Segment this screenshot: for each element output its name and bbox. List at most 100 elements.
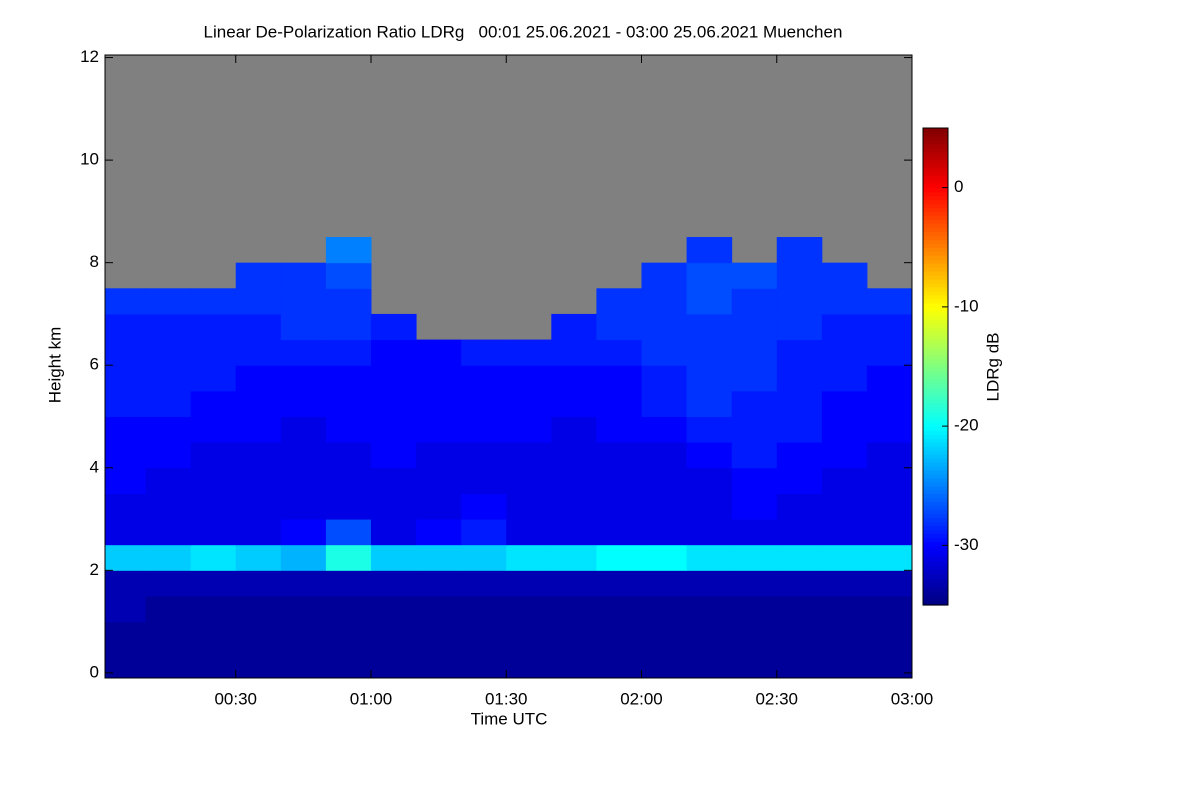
heatmap-cell <box>105 647 147 679</box>
heatmap-cell <box>551 416 597 443</box>
colorbar-segment <box>923 370 948 376</box>
heatmap-cell <box>105 467 147 494</box>
heatmap-cell <box>370 339 417 366</box>
heatmap-cell <box>596 390 642 417</box>
heatmap-cell <box>280 544 327 571</box>
colorbar-segment <box>923 378 948 383</box>
heatmap-cell <box>821 519 868 546</box>
heatmap-cell <box>325 313 372 341</box>
heatmap-cell <box>686 621 733 648</box>
heatmap-cell <box>776 237 823 264</box>
heatmap-cell <box>551 647 597 679</box>
heatmap-cell <box>416 493 462 520</box>
heatmap-cell <box>280 339 327 366</box>
colorbar-segment <box>923 561 948 566</box>
heatmap-cell <box>821 647 868 679</box>
heatmap-cell <box>551 467 597 494</box>
heatmap-cell <box>641 339 688 366</box>
heatmap-cell <box>235 493 282 520</box>
colorbar-segment <box>923 342 948 348</box>
heatmap-cell <box>145 313 192 341</box>
heatmap-cell <box>731 390 778 417</box>
heatmap-cell <box>370 519 417 546</box>
x-tick-label: 01:00 <box>350 689 393 708</box>
heatmap-cell <box>821 339 868 366</box>
heatmap-cell <box>461 467 507 494</box>
colorbar-segment <box>923 382 948 387</box>
colorbar-segment <box>923 509 948 515</box>
colorbar-segment <box>923 139 948 145</box>
heatmap-cell <box>370 467 417 494</box>
colorbar-segment <box>923 557 948 562</box>
colorbar-label: LDRg dB <box>983 333 1002 402</box>
heatmap-cell <box>280 647 327 679</box>
heatmap-cell <box>190 365 237 392</box>
heatmap-cell <box>325 390 372 417</box>
colorbar-segment <box>923 362 948 368</box>
heatmap-cell <box>235 647 282 679</box>
colorbar-segment <box>923 131 948 137</box>
heatmap-cell <box>641 262 688 289</box>
colorbar-segment <box>923 239 948 244</box>
heatmap-cell <box>506 416 552 443</box>
heatmap-cell <box>190 544 237 571</box>
colorbar-segment <box>923 215 948 221</box>
heatmap-cell <box>731 442 778 469</box>
heatmap-cell <box>506 442 552 469</box>
heatmap-cell <box>641 365 688 392</box>
heatmap-cell <box>686 467 733 494</box>
heatmap-cell <box>461 544 507 571</box>
heatmap-cell <box>461 595 507 623</box>
colorbar-segment <box>923 473 948 479</box>
heatmap-cell <box>280 313 327 341</box>
heatmap-cell <box>686 262 733 289</box>
heatmap-cell <box>776 570 823 597</box>
heatmap-cell <box>280 416 327 443</box>
colorbar-tick-label: -30 <box>954 535 979 554</box>
heatmap-cell <box>235 416 282 443</box>
heatmap-cell <box>866 339 913 366</box>
colorbar-segment <box>923 298 948 304</box>
colorbar-segment <box>923 322 948 328</box>
colorbar-segment <box>923 310 948 316</box>
colorbar-segment <box>923 263 948 268</box>
heatmap-cell <box>776 365 823 392</box>
heatmap-cell <box>821 467 868 494</box>
heatmap-cell <box>280 365 327 392</box>
heatmap-cell <box>731 365 778 392</box>
heatmap-cell <box>731 570 778 597</box>
heatmap-cell <box>866 647 913 679</box>
colorbar-segment <box>923 191 948 197</box>
heatmap-cell <box>596 442 642 469</box>
colorbar-segment <box>923 183 948 189</box>
heatmap-cell <box>280 621 327 648</box>
heatmap-cell <box>235 544 282 571</box>
colorbar-segment <box>923 430 948 435</box>
heatmap-cell <box>551 390 597 417</box>
heatmap-cell <box>776 647 823 679</box>
colorbar-segment <box>923 481 948 487</box>
heatmap-cell <box>416 365 462 392</box>
heatmap-cell <box>866 288 913 315</box>
heatmap-cell <box>235 390 282 417</box>
heatmap-cell <box>866 467 913 494</box>
colorbar-segment <box>923 585 948 590</box>
y-axis-label: Height km <box>45 327 64 404</box>
heatmap-cell <box>190 467 237 494</box>
heatmap-cell <box>866 390 913 417</box>
colorbar-segment <box>923 398 948 403</box>
heatmap-cell <box>461 493 507 520</box>
colorbar-segment <box>923 163 948 169</box>
colorbar-segment <box>923 187 948 193</box>
colorbar-segment <box>923 207 948 213</box>
colorbar-segment <box>923 390 948 395</box>
colorbar-segment <box>923 477 948 483</box>
heatmap-cell <box>506 493 552 520</box>
heatmap-cell <box>190 288 237 315</box>
colorbar-segment <box>923 143 948 149</box>
heatmap-cell <box>145 595 192 623</box>
heatmap-cell <box>145 493 192 520</box>
colorbar-segment <box>923 545 948 550</box>
heatmap-cell <box>506 647 552 679</box>
colorbar-segment <box>923 219 948 224</box>
